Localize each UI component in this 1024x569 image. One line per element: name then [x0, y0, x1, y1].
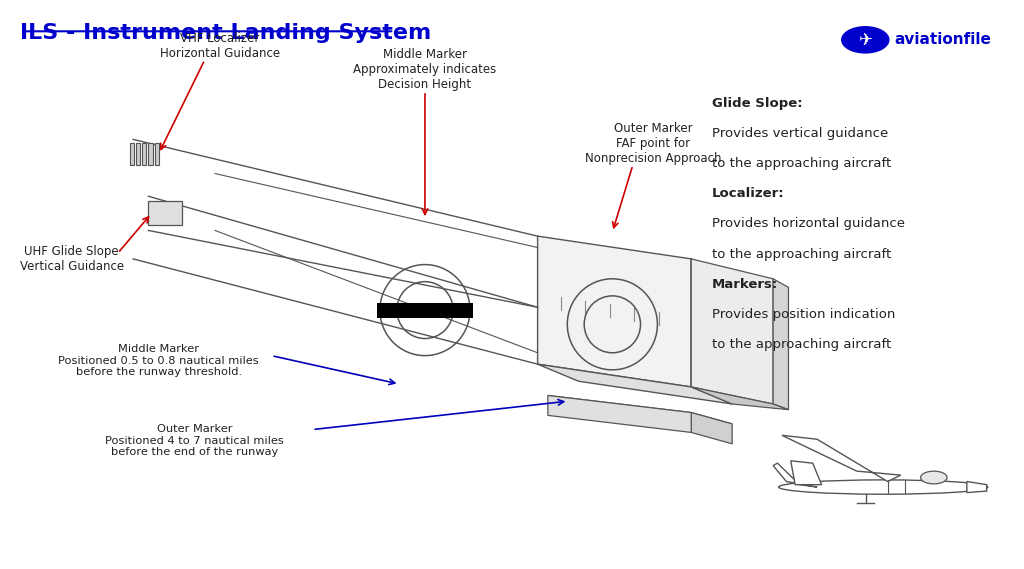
Polygon shape: [691, 259, 773, 404]
Text: Provides position indication: Provides position indication: [712, 308, 895, 321]
Polygon shape: [691, 387, 788, 410]
Text: Provides vertical guidance: Provides vertical guidance: [712, 127, 888, 140]
Text: to the approaching aircraft: to the approaching aircraft: [712, 338, 891, 351]
Bar: [136, 143, 140, 165]
Polygon shape: [691, 413, 732, 444]
Text: to the approaching aircraft: to the approaching aircraft: [712, 157, 891, 170]
Bar: [148, 143, 153, 165]
Polygon shape: [782, 435, 901, 481]
Text: Localizer:: Localizer:: [712, 187, 784, 200]
Bar: [142, 143, 146, 165]
Text: Glide Slope:: Glide Slope:: [712, 97, 803, 110]
Polygon shape: [773, 279, 788, 410]
Text: Middle Marker
Positioned 0.5 to 0.8 nautical miles
before the runway threshold.: Middle Marker Positioned 0.5 to 0.8 naut…: [58, 344, 259, 377]
Text: Outer Marker
FAF point for
Nonprecision Approach: Outer Marker FAF point for Nonprecision …: [585, 122, 722, 165]
Text: Outer Marker
Positioned 4 to 7 nautical miles
before the end of the runway: Outer Marker Positioned 4 to 7 nautical …: [105, 424, 284, 457]
Ellipse shape: [921, 471, 947, 484]
Bar: [377, 303, 473, 318]
Text: VHF Localizer
Horizontal Guidance: VHF Localizer Horizontal Guidance: [160, 32, 281, 60]
Text: ✈: ✈: [858, 31, 872, 49]
Text: Markers:: Markers:: [712, 278, 778, 291]
Text: to the approaching aircraft: to the approaching aircraft: [712, 248, 891, 261]
Polygon shape: [538, 236, 691, 387]
Text: Middle Marker
Approximately indicates
Decision Height: Middle Marker Approximately indicates De…: [353, 48, 497, 91]
Text: UHF Glide Slope
Vertical Guidance: UHF Glide Slope Vertical Guidance: [19, 245, 124, 273]
Polygon shape: [548, 395, 732, 424]
Polygon shape: [538, 364, 732, 404]
Bar: [155, 143, 159, 165]
Polygon shape: [548, 395, 691, 432]
Bar: [130, 143, 134, 165]
Text: Provides horizontal guidance: Provides horizontal guidance: [712, 217, 904, 230]
Polygon shape: [967, 481, 987, 493]
Polygon shape: [791, 461, 821, 485]
Ellipse shape: [778, 480, 988, 494]
Circle shape: [842, 27, 889, 53]
Text: ILS - Instrument Landing System: ILS - Instrument Landing System: [20, 23, 432, 43]
Bar: [148, 201, 182, 225]
Polygon shape: [773, 463, 817, 487]
Polygon shape: [691, 259, 732, 404]
Text: aviationfile: aviationfile: [894, 32, 991, 47]
